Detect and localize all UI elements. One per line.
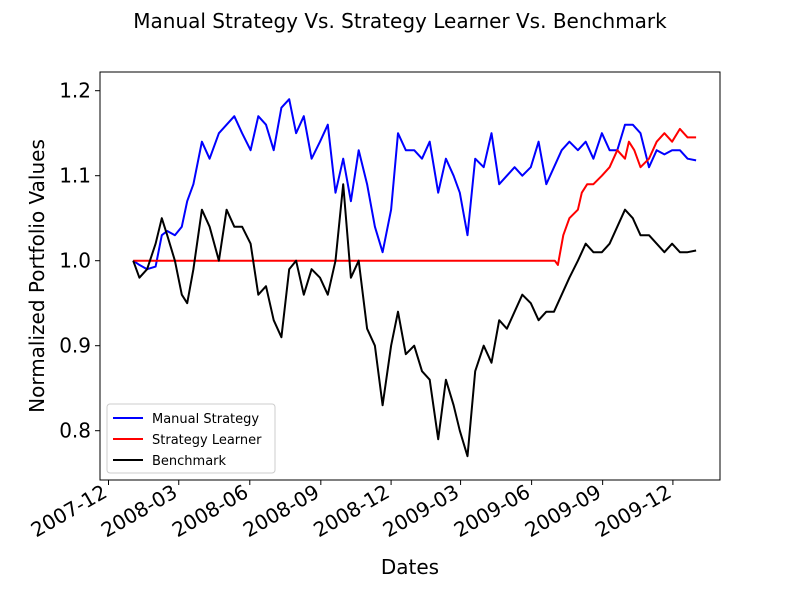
x-tick-label: 2008-09 [239,480,323,543]
y-tick-label: 1.2 [59,79,91,103]
y-tick-label: 0.8 [59,419,91,443]
x-tick-label: 2007-12 [27,480,111,543]
x-tick-label: 2009-09 [521,480,605,543]
x-tick-label: 2008-12 [309,480,393,543]
x-tick-label: 2009-06 [450,480,534,543]
x-tick-label: 2008-06 [168,480,252,543]
y-tick-label: 1.1 [59,164,91,188]
x-tick-label: 2009-03 [379,480,463,543]
y-tick-label: 1.0 [59,249,91,273]
legend-label: Manual Strategy [152,412,259,427]
legend-label: Strategy Learner [152,433,262,448]
legend: Manual Strategy Strategy Learner Benchmark [106,403,276,474]
x-tick-label: 2008-03 [97,480,181,543]
series-line-strategy-learner [133,127,697,266]
legend-box [106,403,276,474]
x-axis: 2007-122008-032008-062008-092008-122009-… [27,480,676,543]
x-axis-label: Dates [381,555,439,579]
y-axis: 0.8 0.9 1.0 1.1 1.2 [59,79,100,443]
y-axis-label: Normalized Portfolio Values [25,139,49,413]
chart-title: Manual Strategy Vs. Strategy Learner Vs.… [133,9,667,33]
legend-label: Benchmark [152,454,227,469]
series-layer [132,98,697,458]
series-line-benchmark [132,183,697,458]
series-line-manual-strategy [132,98,697,271]
x-tick-label: 2009-12 [591,480,675,543]
y-tick-label: 0.9 [59,334,91,358]
